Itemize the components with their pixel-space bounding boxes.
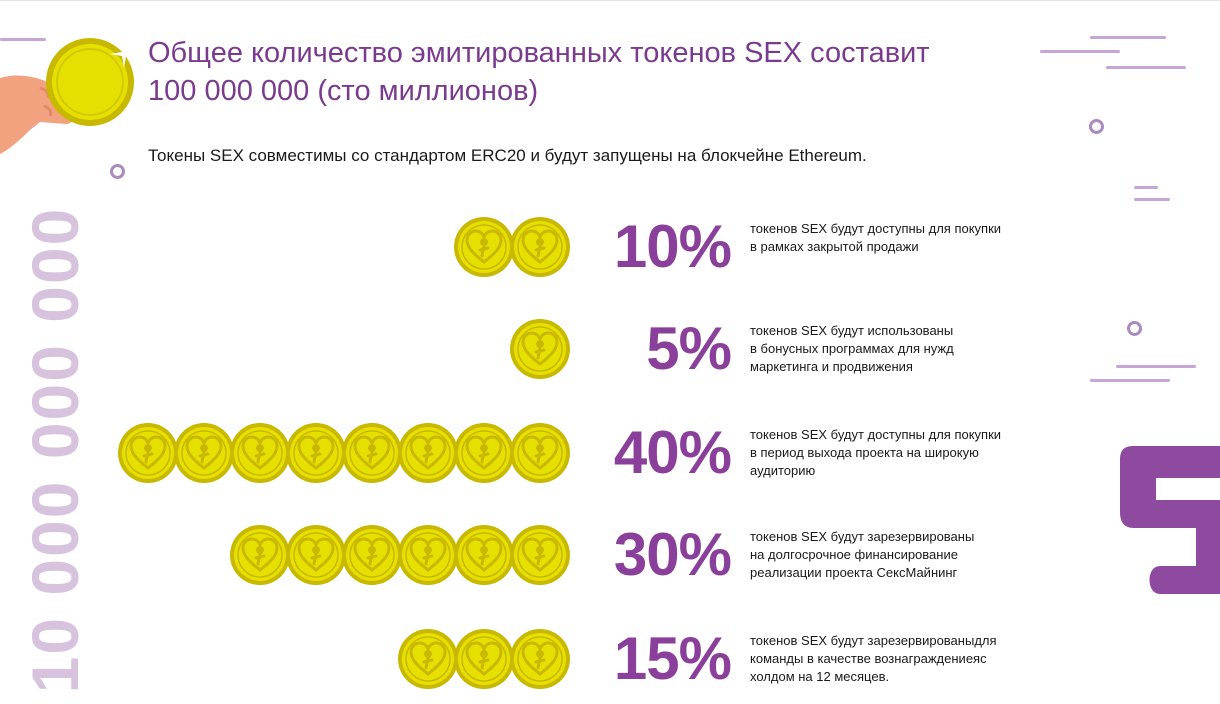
heart-coin-icon: [398, 423, 458, 483]
percent-description: токенов SEX будут зарезервированыдля кома…: [750, 632, 1040, 686]
heart-coin-icon: [286, 423, 346, 483]
distribution-row: 10% токенов SEX будут доступны для покупк…: [0, 212, 1220, 282]
percent-description: токенов SEX будут использованы в бонусных…: [750, 322, 1040, 376]
decor-ring: [110, 164, 125, 179]
purple-bracket-shape: [1120, 446, 1220, 594]
coin-group: [398, 628, 571, 690]
percent-value: 15%: [613, 625, 732, 692]
description-line: на долгосрочное финансирование: [750, 547, 958, 562]
heart-coin-icon: [398, 629, 458, 689]
description-line: токенов SEX будут доступны для покупки: [750, 221, 1002, 236]
decor-line: [1090, 36, 1166, 39]
description-line: реализации проекта СексМайнинг: [750, 565, 958, 580]
heart-coin-icon: [174, 423, 234, 483]
heart-coin-icon: [118, 423, 178, 483]
heart-coin-icon: [510, 217, 570, 277]
decor-line: [1040, 50, 1120, 53]
decor-line: [1134, 198, 1170, 201]
coin-group: [454, 216, 571, 278]
percent-description: токенов SEX будут доступны для покупки в …: [750, 220, 1040, 256]
decor-line: [1116, 365, 1196, 368]
decor-ring: [1127, 321, 1142, 336]
heart-coin-icon: [454, 423, 514, 483]
heart-coin-icon: [342, 423, 402, 483]
heart-coin-icon: [510, 629, 570, 689]
top-divider: [0, 0, 1220, 1]
distribution-row: 5% токенов SEX будут использованы в бонусн…: [0, 314, 1220, 384]
decor-line: [1106, 66, 1186, 69]
description-line: в рамках закрытой продажи: [750, 239, 919, 254]
heart-coin-icon: [510, 423, 570, 483]
description-line: токенов SEX будут зарезервированыдля: [750, 633, 997, 648]
description-line: в период выхода проекта на широкую: [750, 445, 979, 460]
coin-group: [118, 422, 571, 484]
distribution-row: 15% токенов SEX будут зарезервированыдля к…: [0, 624, 1220, 694]
large-coin-icon: [46, 38, 134, 126]
description-line: аудиторию: [750, 463, 816, 478]
percent-value: 10%: [613, 213, 732, 280]
description-line: токенов SEX будут использованы: [750, 323, 954, 338]
decor-line: [1090, 379, 1170, 382]
heart-coin-icon: [454, 217, 514, 277]
heart-coin-icon: [342, 525, 402, 585]
distribution-row: 30% токенов SEX будут зарезервированы на д…: [0, 520, 1220, 590]
percent-value: 30%: [613, 521, 732, 588]
distribution-row: 40% токенов SEX будут доступны для покупк…: [0, 418, 1220, 488]
heart-coin-icon: [454, 525, 514, 585]
heart-coin-icon: [510, 319, 570, 379]
heart-coin-icon: [230, 525, 290, 585]
page-title: Общее количество эмитированных токенов S…: [148, 34, 968, 110]
description-line: холдом на 12 месяцев.: [750, 669, 890, 684]
coin-group: [510, 318, 571, 380]
description-line: команды в качестве вознаграждениеяс: [750, 651, 987, 666]
decor-ring: [1089, 119, 1104, 134]
heart-coin-icon: [454, 629, 514, 689]
coin-group: [230, 524, 571, 586]
decor-line: [1134, 186, 1158, 189]
title-line-1: Общее количество эмитированных токенов S…: [148, 37, 930, 69]
percent-value: 5%: [646, 315, 732, 382]
percent-description: токенов SEX будут доступны для покупки в …: [750, 426, 1040, 480]
decor-line: [0, 38, 46, 41]
heart-coin-icon: [398, 525, 458, 585]
description-line: токенов SEX будут доступны для покупки: [750, 427, 1002, 442]
heart-coin-icon: [510, 525, 570, 585]
sparkle-icon: [110, 40, 138, 68]
subtitle: Токены SEX совместимы со стандартом ERC2…: [148, 146, 867, 165]
description-line: маркетинга и продвижения: [750, 359, 913, 374]
percent-description: токенов SEX будут зарезервированы на долг…: [750, 528, 1040, 582]
title-line-2: 100 000 000 (сто миллионов): [148, 75, 539, 107]
percent-value: 40%: [613, 419, 732, 486]
heart-coin-icon: [286, 525, 346, 585]
description-line: токенов SEX будут зарезервированы: [750, 529, 975, 544]
heart-coin-icon: [230, 423, 290, 483]
description-line: в бонусных программах для нужд: [750, 341, 954, 356]
